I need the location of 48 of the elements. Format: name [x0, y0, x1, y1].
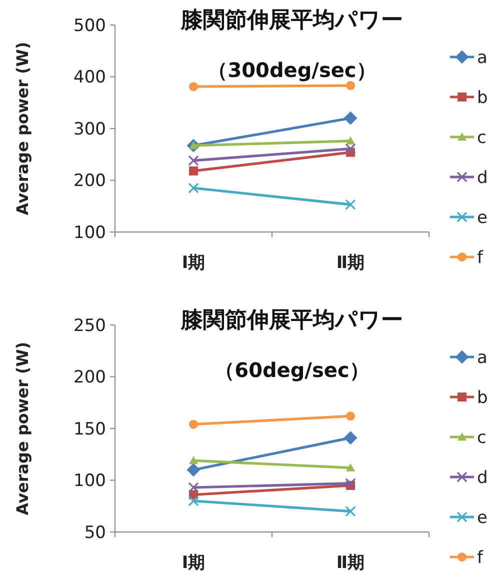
legend-label: a	[477, 48, 488, 68]
y-tick-label: 400	[74, 68, 106, 88]
chart-title: 膝関節伸展平均パワー	[180, 308, 403, 333]
legend-label: f	[477, 248, 484, 268]
point	[346, 81, 355, 90]
y-tick-label: 50	[84, 522, 106, 543]
legend-label: c	[477, 128, 486, 148]
legend-label: f	[477, 548, 484, 568]
y-axis-title: Average power (W)	[13, 42, 32, 216]
legend-label: b	[477, 88, 488, 108]
point	[345, 506, 356, 517]
x-tick-label: Ⅱ期	[336, 253, 365, 273]
legend-label: a	[477, 348, 488, 368]
point	[186, 463, 200, 477]
point	[345, 478, 356, 489]
point	[189, 420, 198, 429]
point	[345, 199, 356, 210]
y-tick-label: 250	[74, 316, 106, 336]
legend-label: e	[477, 208, 488, 228]
legend-label: c	[477, 428, 486, 448]
y-tick-label: 500	[74, 16, 106, 36]
x-tick-label: Ⅰ期	[182, 253, 206, 273]
point	[189, 166, 198, 176]
chart-title: 膝関節伸展平均パワー	[180, 8, 403, 33]
y-tick-label: 100	[74, 471, 106, 492]
legend-label: e	[477, 508, 488, 528]
point	[346, 412, 355, 421]
y-tick-label: 100	[74, 222, 106, 243]
y-tick-label: 150	[74, 419, 106, 440]
point	[345, 143, 356, 154]
text: （60deg/sec）	[214, 358, 370, 382]
point	[189, 82, 198, 92]
text: （300deg/sec）	[208, 58, 376, 82]
point	[188, 496, 199, 506]
point	[344, 431, 358, 445]
point	[188, 155, 199, 166]
y-tick-label: 200	[74, 368, 106, 388]
x-tick-label: Ⅰ期	[182, 553, 206, 573]
point	[344, 111, 358, 125]
x-tick-label: Ⅱ期	[336, 553, 365, 573]
y-tick-label: 300	[74, 119, 106, 140]
y-tick-label: 200	[74, 171, 106, 192]
point	[188, 182, 199, 194]
legend-label: b	[477, 388, 488, 408]
point	[188, 482, 199, 493]
y-axis-title: Average power (W)	[13, 342, 32, 516]
legend-label: d	[477, 468, 488, 488]
legend-label: d	[477, 168, 488, 188]
